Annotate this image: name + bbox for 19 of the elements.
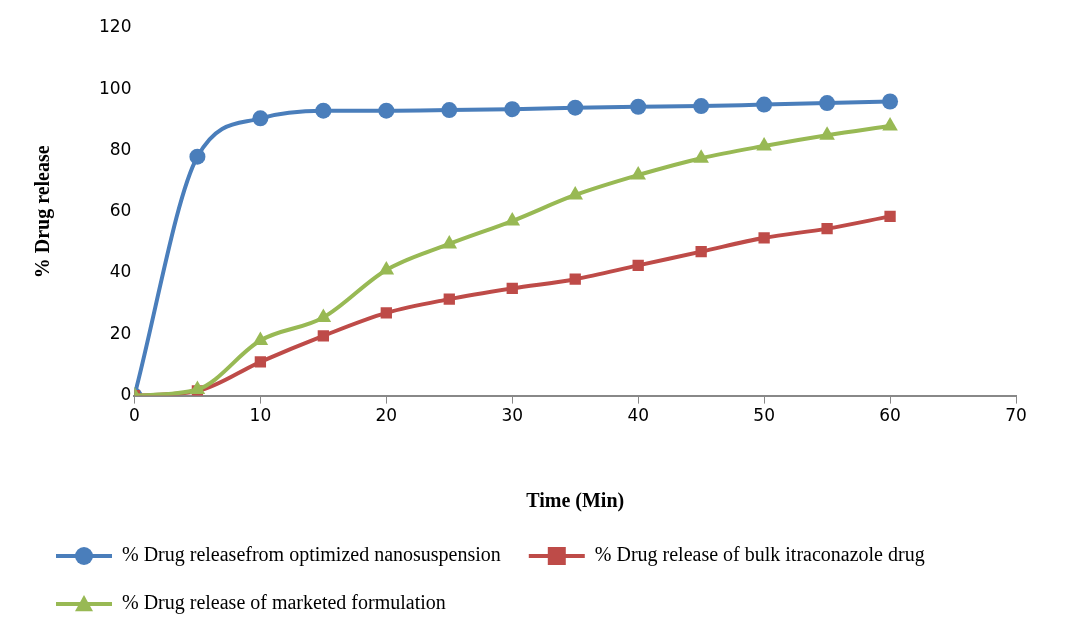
y-tick-label: 120 xyxy=(98,16,132,37)
x-tick-label: 60 xyxy=(879,405,901,426)
x-tick-label: 30 xyxy=(501,405,524,426)
y-tick-label: 80 xyxy=(109,138,132,159)
y-tick-label: 20 xyxy=(109,322,132,343)
y-tick-label: 40 xyxy=(109,261,132,282)
legend-label: % Drug release of marketed formulation xyxy=(122,591,446,615)
legend-label: % Drug releasefrom optimized nanosuspension xyxy=(122,543,501,567)
x-axis-title: Time (Min) xyxy=(526,489,625,513)
y-tick-label: 0 xyxy=(120,384,132,405)
x-tick-label: 50 xyxy=(753,405,775,426)
x-tick-label: 40 xyxy=(627,405,650,426)
x-tick-label: 20 xyxy=(375,405,398,426)
legend-label: % Drug release of bulk itraconazole drug xyxy=(594,543,925,567)
y-axis-title: % Drug release xyxy=(31,145,55,279)
x-tick-label: 10 xyxy=(249,405,272,426)
y-tick-label: 60 xyxy=(109,200,132,221)
y-tick-label: 100 xyxy=(98,77,132,98)
x-tick-label: 70 xyxy=(1005,405,1027,426)
